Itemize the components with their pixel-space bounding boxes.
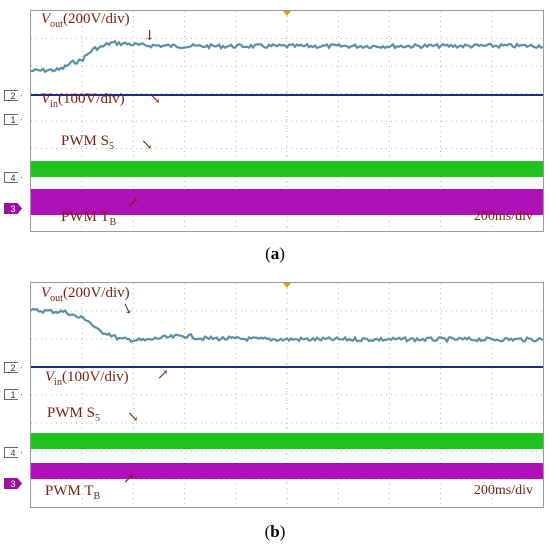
pwm-tb-sub-a: B — [109, 217, 117, 228]
vin-arrow-b: ↗ — [157, 368, 169, 383]
pwm-s5-text-a: PWM S — [61, 133, 109, 149]
pwm-tb-text-b: PWM T — [45, 483, 94, 499]
vout-symbol-b: V — [41, 285, 51, 301]
vout-sub-b: out — [50, 293, 63, 304]
pwm-s5-band — [31, 161, 543, 177]
trigger-marker — [283, 11, 291, 16]
vin-symbol-b: V — [45, 369, 55, 385]
ch3-marker-b: 3 — [4, 478, 22, 489]
scope-screen-a: Vout(200V/div) ↘ Vin(100V/div) ↘ PWM S5 … — [30, 10, 544, 232]
pwm-s5-arrow-b: ↘ — [127, 410, 139, 425]
pwm-tb-label-a: PWM TB — [61, 209, 116, 228]
ch1-marker-a: 1 — [4, 114, 22, 125]
vin-arrow-a: ↘ — [149, 92, 161, 107]
vin-label-b: Vin(100V/div) — [45, 369, 129, 388]
ch3-marker-a: 3 — [4, 203, 22, 214]
caption-b: (b) — [264, 522, 286, 541]
vout-trace — [31, 307, 543, 344]
vin-symbol-a: V — [41, 91, 51, 107]
ch2-marker-a: 2 — [4, 90, 22, 101]
pwm-s5-label-b: PWM S5 — [47, 405, 100, 424]
time-div-label-b: 200ms/div — [473, 483, 533, 498]
vout-scale-b: (200V/div) — [62, 285, 130, 301]
pwm-s5-text-b: PWM S — [47, 405, 95, 421]
scope-plot-a — [31, 11, 543, 231]
vout-trace — [31, 39, 543, 74]
pwm-tb-arrow-a: ↗ — [127, 196, 139, 211]
pwm-tb-text-a: PWM T — [61, 209, 110, 225]
vout-scale-a: (200V/div) — [62, 11, 130, 27]
scope-plot-b — [31, 283, 543, 507]
vin-sub-b: in — [54, 377, 62, 388]
trigger-marker — [283, 283, 291, 288]
vin-scale-a: (100V/div) — [57, 91, 125, 107]
vout-label-b: Vout(200V/div) — [41, 285, 130, 304]
pwm-tb-band — [31, 189, 543, 215]
vout-symbol-a: V — [41, 11, 51, 27]
ch2-marker-b: 2 — [4, 362, 22, 373]
vin-sub-a: in — [50, 99, 58, 110]
vout-label-a: Vout(200V/div) — [41, 11, 130, 30]
scope-screen-b: Vout(200V/div) ↘ Vin(100V/div) ↗ PWM S5 … — [30, 282, 544, 508]
time-div-label-a: 200ms/div — [473, 209, 533, 224]
vout-sub-a: out — [50, 19, 63, 30]
caption-b-letter: b — [270, 522, 280, 541]
caption-a-letter: a — [270, 244, 280, 263]
pwm-tb-sub-b: B — [93, 491, 101, 502]
ch4-marker-a: 4 — [4, 172, 22, 183]
pwm-s5-arrow-a: ↘ — [141, 138, 153, 153]
caption-a: (a) — [265, 244, 285, 263]
pwm-s5-label-a: PWM S5 — [61, 133, 114, 152]
vin-label-a: Vin(100V/div) — [41, 91, 125, 110]
pwm-tb-label-b: PWM TB — [45, 483, 100, 502]
pwm-tb-band — [31, 463, 543, 479]
pwm-s5-sub-b: 5 — [94, 413, 100, 424]
pwm-s5-sub-a: 5 — [108, 141, 114, 152]
ch4-marker-b: 4 — [4, 447, 22, 458]
vin-scale-b: (100V/div) — [61, 369, 129, 385]
pwm-tb-arrow-b: ↗ — [123, 472, 135, 487]
pwm-s5-band — [31, 433, 543, 449]
ch1-marker-b: 1 — [4, 389, 22, 400]
